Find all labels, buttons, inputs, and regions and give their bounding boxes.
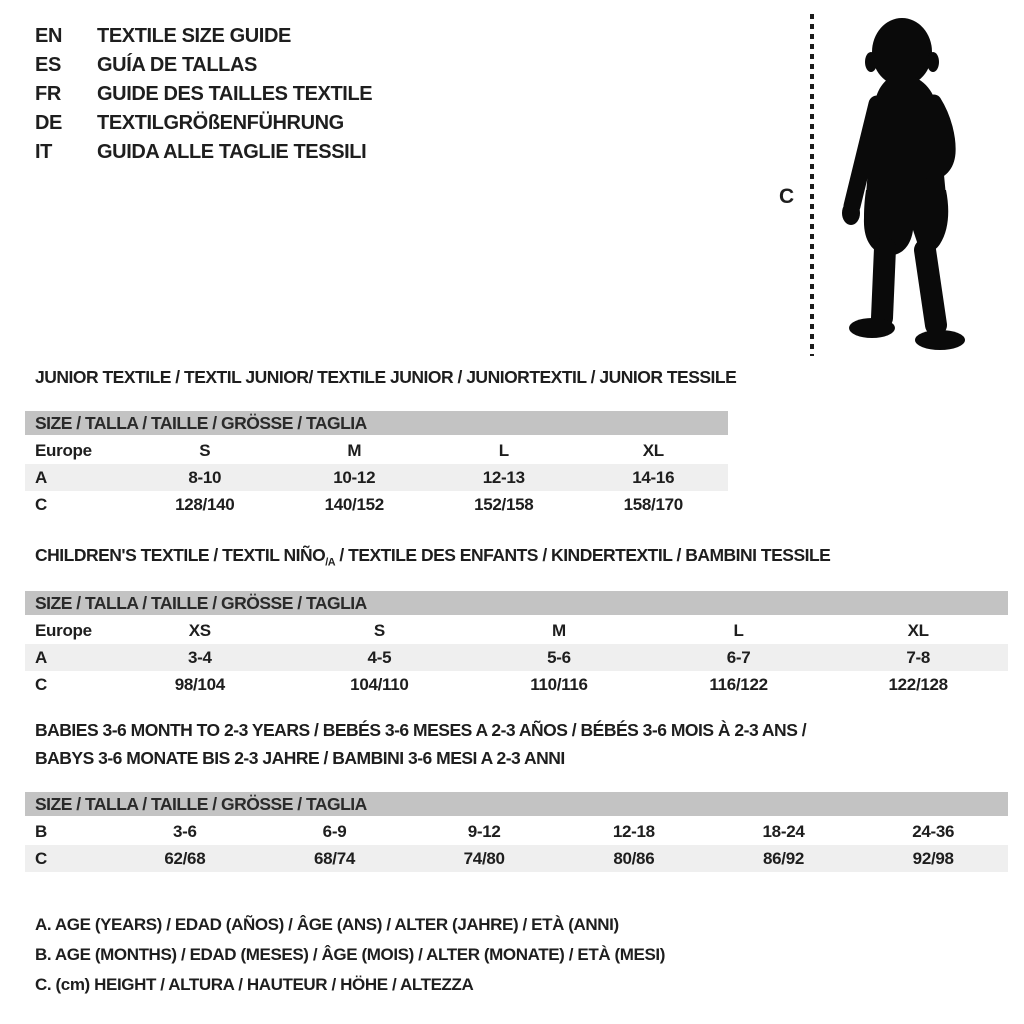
- size-cell: 110/116: [530, 674, 588, 694]
- row-label: A: [35, 467, 47, 487]
- size-cell: 98/104: [174, 674, 226, 694]
- size-cell: S: [373, 620, 385, 640]
- size-cell: 62/68: [164, 848, 206, 868]
- table-row: C 98/104 104/110 110/116 116/122 122/128: [25, 671, 1008, 698]
- measurement-legend: A. AGE (YEARS) / EDAD (AÑOS) / ÂGE (ANS)…: [35, 910, 665, 1000]
- table-row: B 3-6 6-9 9-12 12-18 18-24 24-36: [25, 818, 1008, 845]
- size-cell: 104/110: [350, 674, 409, 694]
- size-cell: 74/80: [463, 848, 505, 868]
- lang-code: FR: [35, 83, 61, 105]
- size-cell: XL: [642, 440, 664, 460]
- row-label: C: [35, 848, 47, 868]
- size-cell: 12-13: [482, 467, 525, 487]
- heading-text: / TEXTILE DES ENFANTS / KINDERTEXTIL / B…: [335, 545, 831, 565]
- lang-code: IT: [35, 141, 52, 163]
- lang-label: GUÍA DE TALLAS: [97, 54, 257, 76]
- size-cell: 158/170: [623, 494, 684, 514]
- size-cell: 8-10: [188, 467, 222, 487]
- size-cell: S: [199, 440, 211, 460]
- lang-row-en: EN TEXTILE SIZE GUIDE: [35, 22, 372, 51]
- lang-row-de: DE TEXTILGRÖßENFÜHRUNG: [35, 109, 372, 138]
- size-cell: M: [347, 440, 362, 460]
- lang-row-es: ES GUÍA DE TALLAS: [35, 51, 372, 80]
- row-label: A: [35, 647, 47, 667]
- row-label: Europe: [35, 440, 92, 460]
- legend-line-c: C. (cm) HEIGHT / ALTURA / HAUTEUR / HÖHE…: [35, 975, 474, 994]
- table-row: Europe S M L XL: [25, 437, 728, 464]
- heading-subscript: /A: [325, 556, 336, 569]
- size-cell: 68/74: [313, 848, 356, 868]
- size-cell: 12-18: [612, 821, 655, 841]
- lang-label: TEXTILE SIZE GUIDE: [97, 25, 291, 47]
- lang-row-it: IT GUIDA ALLE TAGLIE TESSILI: [35, 138, 372, 167]
- size-cell: 128/140: [175, 494, 235, 514]
- babies-section-heading: BABIES 3-6 MONTH TO 2-3 YEARS / BEBÉS 3-…: [35, 719, 807, 769]
- language-title-block: EN TEXTILE SIZE GUIDE ES GUÍA DE TALLAS …: [35, 22, 373, 167]
- row-label: C: [35, 674, 47, 694]
- size-cell: 6-7: [726, 647, 751, 667]
- size-cell: 80/86: [613, 848, 655, 868]
- children-section-heading: CHILDREN'S TEXTILE / TEXTIL NIÑO/A / TEX…: [35, 544, 831, 574]
- size-cell: 152/158: [474, 494, 534, 514]
- table-header-bar: SIZE / TALLA / TAILLE / GRÖSSE / TAGLIA: [25, 411, 728, 435]
- babies-size-table: SIZE / TALLA / TAILLE / GRÖSSE / TAGLIA …: [25, 792, 1008, 872]
- size-cell: 116/122: [709, 674, 768, 694]
- lang-label: GUIDE DES TAILLES TEXTILE: [97, 83, 373, 105]
- table-header-bar: SIZE / TALLA / TAILLE / GRÖSSE / TAGLIA: [25, 591, 1008, 615]
- junior-section-heading: JUNIOR TEXTILE / TEXTIL JUNIOR/ TEXTILE …: [35, 367, 737, 387]
- row-label: Europe: [35, 620, 92, 640]
- size-cell: 18-24: [762, 821, 805, 841]
- babies-heading-line2: BABYS 3-6 MONATE BIS 2-3 JAHRE / BAMBINI…: [35, 748, 565, 768]
- measure-label-c: C: [779, 185, 795, 208]
- size-cell: 14-16: [632, 467, 675, 487]
- size-cell: 10-12: [333, 467, 376, 487]
- size-cell: 6-9: [322, 821, 347, 841]
- size-cell: 3-6: [173, 821, 197, 841]
- size-cell: 24-36: [912, 821, 955, 841]
- lang-row-fr: FR GUIDE DES TAILLES TEXTILE: [35, 80, 373, 109]
- size-cell: 7-8: [906, 647, 930, 667]
- size-cell: L: [733, 620, 744, 640]
- lang-code: ES: [35, 54, 61, 76]
- toddler-silhouette-icon: [842, 18, 965, 350]
- table-row: C 128/140 140/152 152/158 158/170: [25, 491, 728, 518]
- lang-code: EN: [35, 25, 62, 47]
- table-header-bar: SIZE / TALLA / TAILLE / GRÖSSE / TAGLIA: [25, 792, 1008, 816]
- size-cell: 86/92: [763, 848, 805, 868]
- dotted-measure-line: [810, 14, 814, 356]
- legend-line-a: A. AGE (YEARS) / EDAD (AÑOS) / ÂGE (ANS)…: [35, 915, 619, 934]
- row-label: C: [35, 494, 47, 514]
- table-row: C 62/68 68/74 74/80 80/86 86/92 92/98: [25, 845, 1008, 872]
- size-cell: M: [552, 620, 566, 640]
- size-cell: 140/152: [324, 494, 385, 514]
- lang-code: DE: [35, 112, 62, 134]
- size-cell: XS: [188, 620, 211, 640]
- junior-size-table: SIZE / TALLA / TAILLE / GRÖSSE / TAGLIA …: [25, 411, 728, 518]
- size-cell: 92/98: [912, 848, 954, 868]
- size-cell: 9-12: [467, 821, 501, 841]
- lang-label: TEXTILGRÖßENFÜHRUNG: [97, 112, 344, 134]
- size-cell: XL: [907, 620, 929, 640]
- table-row: Europe XS S M L XL: [25, 617, 1008, 644]
- children-size-table: SIZE / TALLA / TAILLE / GRÖSSE / TAGLIA …: [25, 591, 1008, 698]
- babies-heading-line1: BABIES 3-6 MONTH TO 2-3 YEARS / BEBÉS 3-…: [35, 720, 807, 740]
- row-label: B: [35, 821, 47, 841]
- lang-label: GUIDA ALLE TAGLIE TESSILI: [97, 141, 367, 163]
- heading-text: CHILDREN'S TEXTILE / TEXTIL NIÑO: [35, 545, 326, 565]
- legend-line-b: B. AGE (MONTHS) / EDAD (MESES) / ÂGE (MO…: [35, 945, 665, 964]
- size-cell: 122/128: [888, 674, 948, 694]
- size-cell: 5-6: [547, 647, 571, 667]
- size-cell: L: [498, 440, 509, 460]
- size-cell: 4-5: [367, 647, 392, 667]
- table-row: A 8-10 10-12 12-13 14-16: [25, 464, 728, 491]
- size-cell: 3-4: [187, 647, 212, 667]
- table-row: A 3-4 4-5 5-6 6-7 7-8: [25, 644, 1008, 671]
